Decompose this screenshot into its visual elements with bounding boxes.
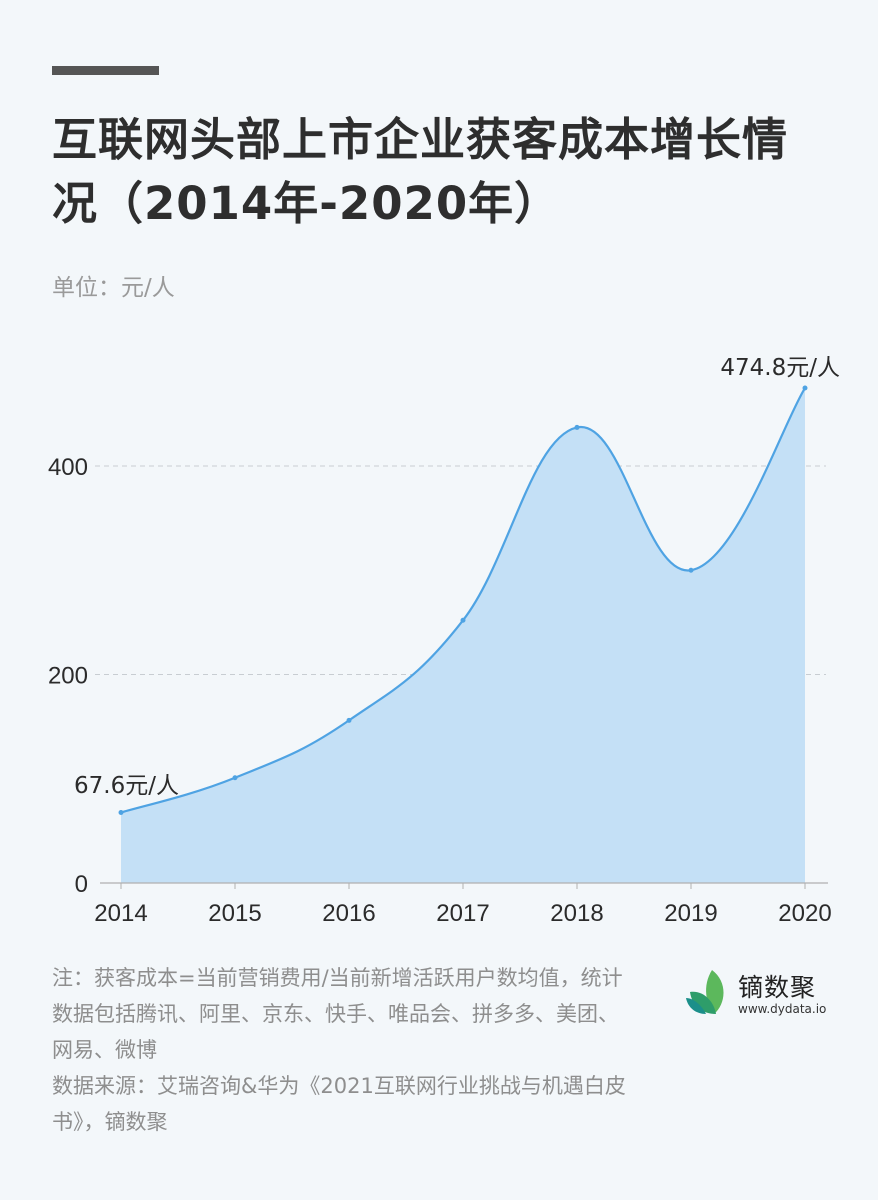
y-tick-label: 0 [75,871,88,898]
x-tick-label: 2014 [94,900,147,927]
x-tick-label: 2016 [322,900,375,927]
note-definition: 注：获客成本=当前营销费用/当前新增活跃用户数均值，统计数据包括腾讯、阿里、京东… [52,966,623,1062]
area-chart: 0 200 400 2014 2015 2016 2017 2018 2019 2020 67.6元… [48,355,840,927]
data-point [346,717,352,723]
data-point [460,617,466,623]
y-tick-label: 400 [48,454,88,481]
series-line [120,387,806,814]
data-point [574,424,580,430]
page-title: 互联网头部上市企业获客成本增长情况（2014年-2020年） [52,113,789,230]
x-tick-label: 2018 [550,900,603,927]
notes: 注：获客成本=当前营销费用/当前新增活跃用户数均值，统计数据包括腾讯、阿里、京东… [52,960,632,1140]
y-tick-label: 200 [48,663,88,690]
note-source: 数据来源：艾瑞咨询&华为《2021互联网行业挑战与机遇白皮书》，镝数聚 [52,1074,626,1134]
title-accent-bar [52,66,159,75]
leaf-logo-icon [686,970,724,1014]
data-point [232,775,238,781]
data-point [118,810,124,816]
area-fill [121,388,805,883]
brand-logo: 镝数聚 www.dydata.io [684,966,844,1020]
x-tick-label: 2019 [664,900,717,927]
data-point [688,567,694,573]
data-point [802,385,808,391]
data-annotation: 474.8元/人 [720,355,840,381]
x-tick-label: 2020 [778,900,831,927]
logo-url: www.dydata.io [738,1002,827,1016]
logo-name: 镝数聚 [738,973,817,1002]
x-tick-label: 2015 [208,900,261,927]
unit-label: 单位：元/人 [52,275,175,301]
x-tick-label: 2017 [436,900,489,927]
data-annotation: 67.6元/人 [74,773,179,799]
